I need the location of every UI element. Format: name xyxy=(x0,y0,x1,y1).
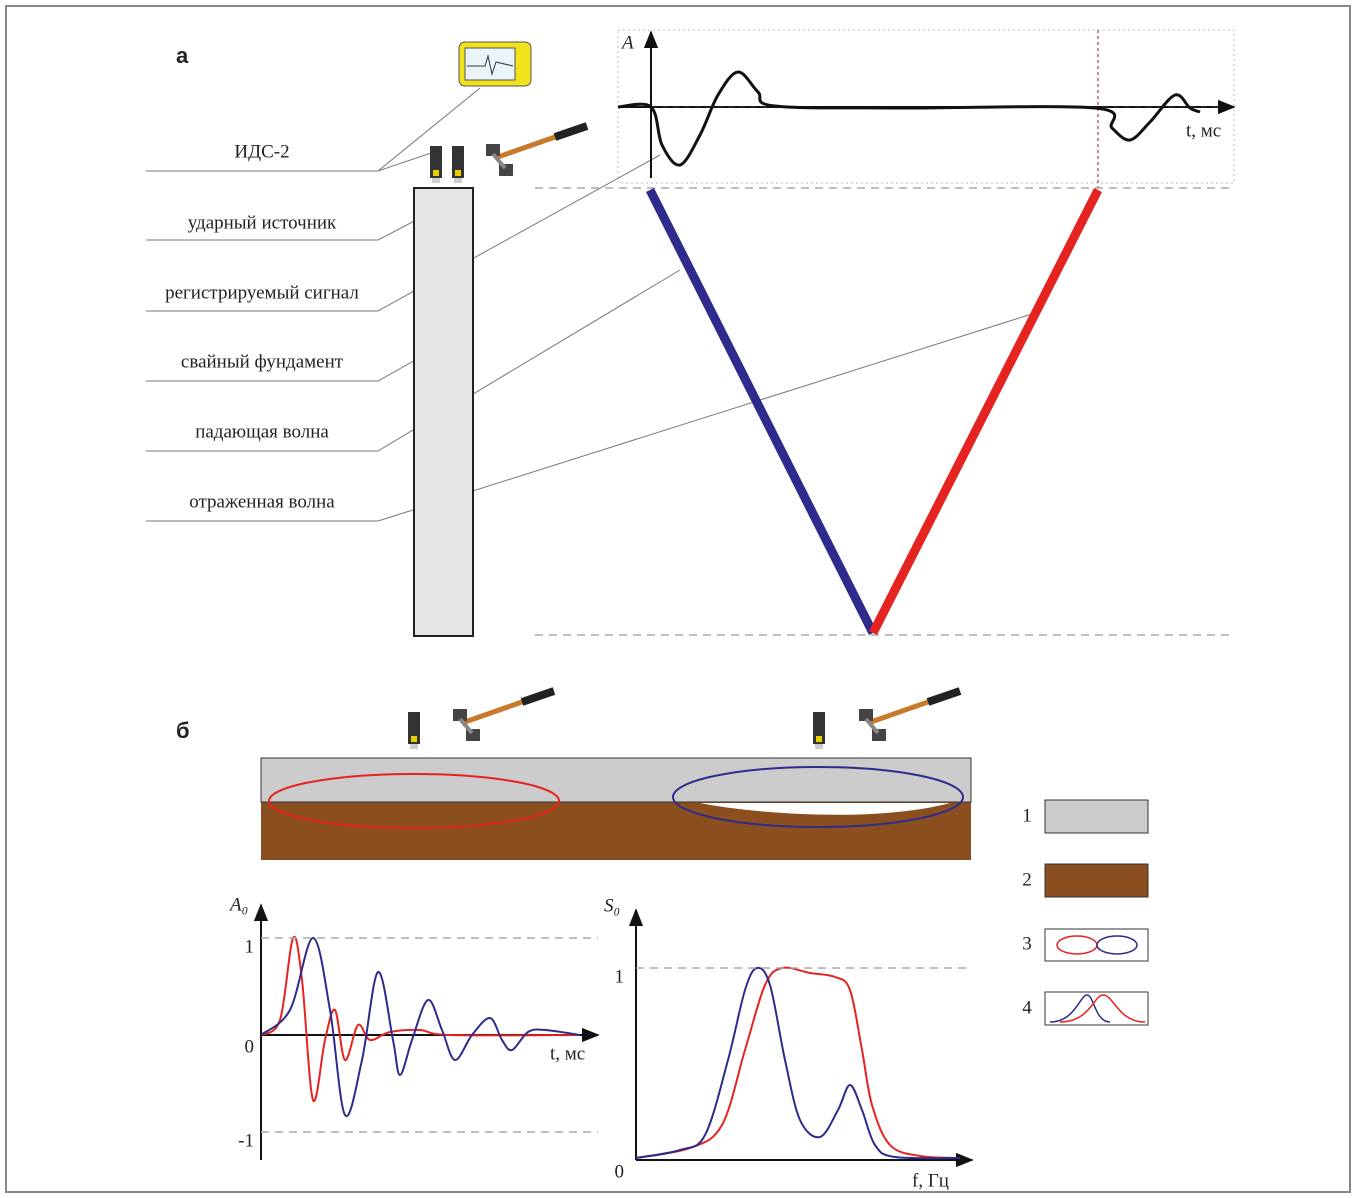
callout-label: ИДС-2 xyxy=(234,141,289,162)
callout-label: отраженная волна xyxy=(189,491,335,512)
legend-labels: 1 2 3 4 xyxy=(1022,805,1032,1018)
signal-curve xyxy=(617,70,1201,167)
panel-label: а xyxy=(176,43,189,68)
spectrum-defect xyxy=(635,966,961,1160)
signal-normal xyxy=(260,935,581,1103)
hammer xyxy=(859,691,960,741)
legend-label: 4 xyxy=(1022,997,1032,1018)
signal-defect xyxy=(260,936,581,1118)
axis-label: t, мс xyxy=(1186,120,1221,141)
panel-label: б xyxy=(176,718,190,743)
monitor-icon xyxy=(458,41,532,87)
axis-label: A₀ xyxy=(228,894,248,915)
legend-label: 3 xyxy=(1022,933,1032,954)
legend-label: 2 xyxy=(1022,869,1032,890)
zone-defect xyxy=(672,766,964,828)
reflected-wave xyxy=(868,187,1103,636)
zone-normal xyxy=(268,773,560,829)
callout-label: регистрируемый сигнал xyxy=(165,282,359,303)
sensor xyxy=(430,146,442,183)
hammer xyxy=(486,126,587,176)
slab xyxy=(260,757,972,803)
callout-label: свайный фундамент xyxy=(181,351,344,372)
axis-label: f, Гц xyxy=(912,1170,949,1191)
y-tick-label: 1 xyxy=(245,936,255,957)
sensor xyxy=(813,712,825,749)
y-tick-label: 1 xyxy=(615,966,625,987)
axis-label: t, мс xyxy=(550,1043,585,1064)
callouts: ИДС-2 ударный источник регистрируемый сигн… xyxy=(165,141,359,512)
incident-wave xyxy=(645,187,878,636)
axis-label: S₀ xyxy=(604,895,620,916)
legend-label: 1 xyxy=(1022,805,1032,826)
spectrum-normal xyxy=(635,966,961,1159)
frame xyxy=(5,5,1351,1193)
y-tick-label: 0 xyxy=(615,1161,625,1182)
cavity xyxy=(700,803,950,815)
sensor xyxy=(408,712,420,749)
hammer xyxy=(453,691,554,741)
y-tick-label: 0 xyxy=(245,1036,255,1057)
y-tick-label: -1 xyxy=(238,1130,254,1151)
callout-label: падающая волна xyxy=(195,421,329,442)
axis-label: A xyxy=(620,32,634,53)
legend xyxy=(1044,799,1149,1026)
pile xyxy=(413,187,474,637)
callout-label: ударный источник xyxy=(188,212,337,233)
sensor xyxy=(452,146,464,183)
